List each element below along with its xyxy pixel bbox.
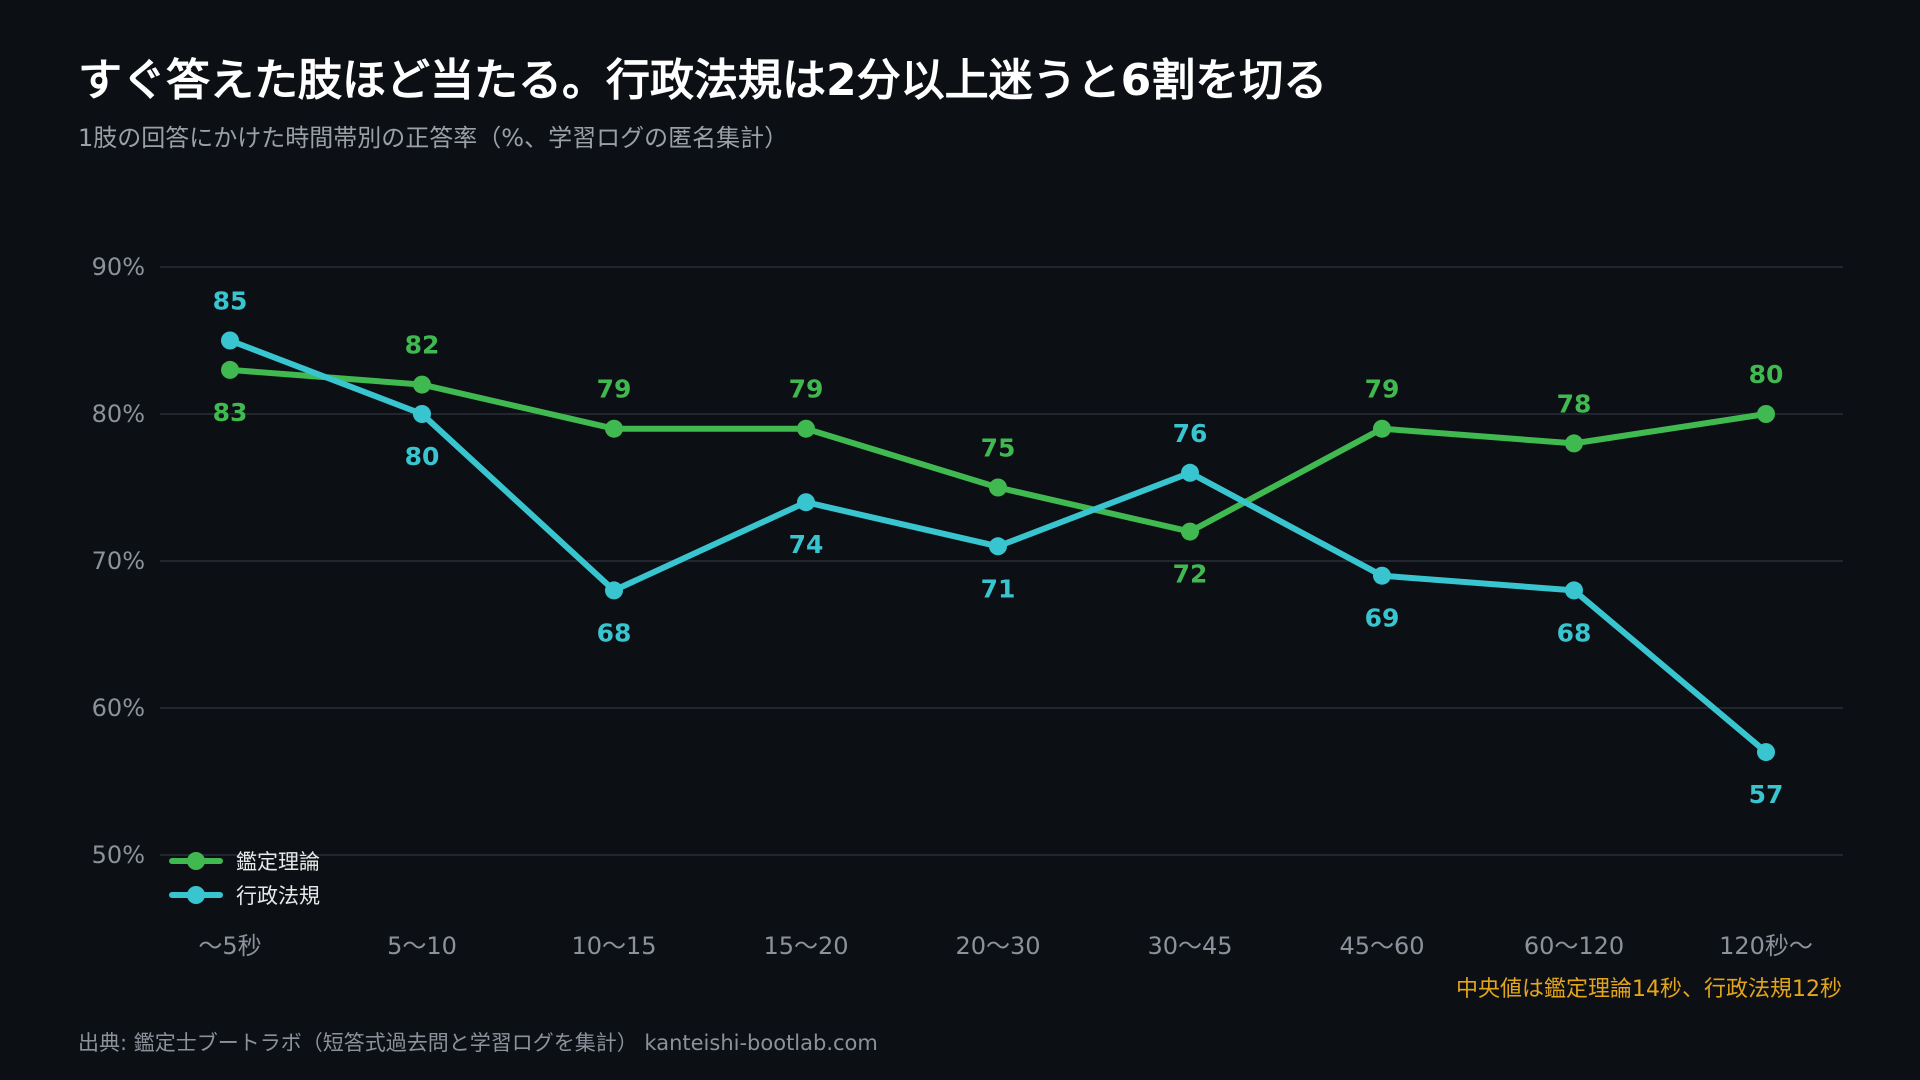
data-point-1-4	[989, 537, 1007, 556]
source-note: 出典: 鑑定士ブートラボ（短答式過去問と学習ログを集計） kanteishi-b…	[78, 1031, 878, 1055]
data-point-0-4	[989, 478, 1007, 497]
data-point-0-0	[221, 360, 239, 379]
data-label-0-7: 78	[1557, 389, 1592, 418]
data-label-1-7: 68	[1557, 618, 1592, 647]
data-label-1-8: 57	[1749, 780, 1784, 809]
data-label-1-0: 85	[213, 287, 248, 316]
y-tick-label-70: 70%	[92, 547, 145, 575]
x-tick-label-8: 120秒〜	[1719, 932, 1813, 960]
legend-label-0: 鑑定理論	[236, 850, 320, 874]
data-label-1-6: 69	[1365, 604, 1400, 633]
x-axis-ticks: 〜5秒 5〜10 10〜15 15〜20 20〜30 30〜45 45〜60 60〜120 12…	[198, 932, 1813, 960]
data-label-1-4: 71	[981, 574, 1016, 603]
data-point-0-6	[1373, 419, 1391, 438]
data-point-1-5	[1181, 463, 1199, 482]
data-point-0-7	[1565, 434, 1583, 453]
x-tick-label-5: 30〜45	[1147, 932, 1232, 960]
data-point-1-2	[605, 581, 623, 600]
legend-swatch-dot-0	[187, 852, 205, 870]
x-tick-label-3: 15〜20	[763, 932, 848, 960]
legend-label-1: 行政法規	[236, 884, 320, 908]
data-label-0-1: 82	[405, 331, 440, 360]
data-point-1-0	[221, 331, 239, 350]
x-tick-label-6: 45〜60	[1339, 932, 1424, 960]
data-label-1-2: 68	[597, 618, 632, 647]
data-labels: 83 82 79 79 75 72 79 78 80 85 80 68 74 71 76 69 68 57	[213, 287, 1784, 810]
y-axis-ticks: 90% 80% 70% 60% 50%	[92, 253, 145, 869]
data-label-1-5: 76	[1173, 419, 1208, 448]
data-label-0-8: 80	[1749, 360, 1784, 389]
data-label-0-5: 72	[1173, 560, 1208, 589]
x-tick-label-7: 60〜120	[1524, 932, 1624, 960]
y-tick-label-60: 60%	[92, 694, 145, 722]
data-point-0-3	[797, 419, 815, 438]
chart-title: すぐ答えた肢ほど当たる。行政法規は2分以上迷うと6割を切る	[78, 55, 1328, 106]
x-tick-label-1: 5〜10	[387, 932, 457, 960]
y-tick-label-50: 50%	[92, 841, 145, 869]
data-point-1-6	[1373, 566, 1391, 585]
data-point-0-1	[413, 375, 431, 394]
data-label-0-4: 75	[981, 434, 1016, 463]
grid-lines	[160, 266, 1843, 856]
data-label-0-3: 79	[789, 375, 824, 404]
data-point-1-8	[1757, 743, 1775, 762]
data-point-0-2	[605, 419, 623, 438]
x-tick-label-2: 10〜15	[571, 932, 656, 960]
series-lines	[221, 331, 1775, 762]
data-label-1-1: 80	[405, 442, 440, 471]
median-annotation: 中央値は鑑定理論14秒、行政法規12秒	[1456, 977, 1842, 1002]
x-tick-label-4: 20〜30	[955, 932, 1040, 960]
data-point-1-3	[797, 493, 815, 512]
data-label-0-2: 79	[597, 375, 632, 404]
data-point-1-7	[1565, 581, 1583, 600]
legend-swatch-dot-1	[187, 886, 205, 904]
y-tick-label-80: 80%	[92, 400, 145, 428]
data-label-0-6: 79	[1365, 375, 1400, 404]
data-point-0-5	[1181, 522, 1199, 541]
data-point-1-1	[413, 405, 431, 423]
data-label-0-0: 83	[213, 398, 248, 427]
y-tick-label-90: 90%	[92, 253, 145, 281]
data-point-0-8	[1757, 405, 1775, 423]
data-label-1-3: 74	[789, 530, 824, 559]
chart-subtitle: 1肢の回答にかけた時間帯別の正答率（%、学習ログの匿名集計）	[78, 124, 789, 152]
x-tick-label-0: 〜5秒	[198, 932, 261, 960]
